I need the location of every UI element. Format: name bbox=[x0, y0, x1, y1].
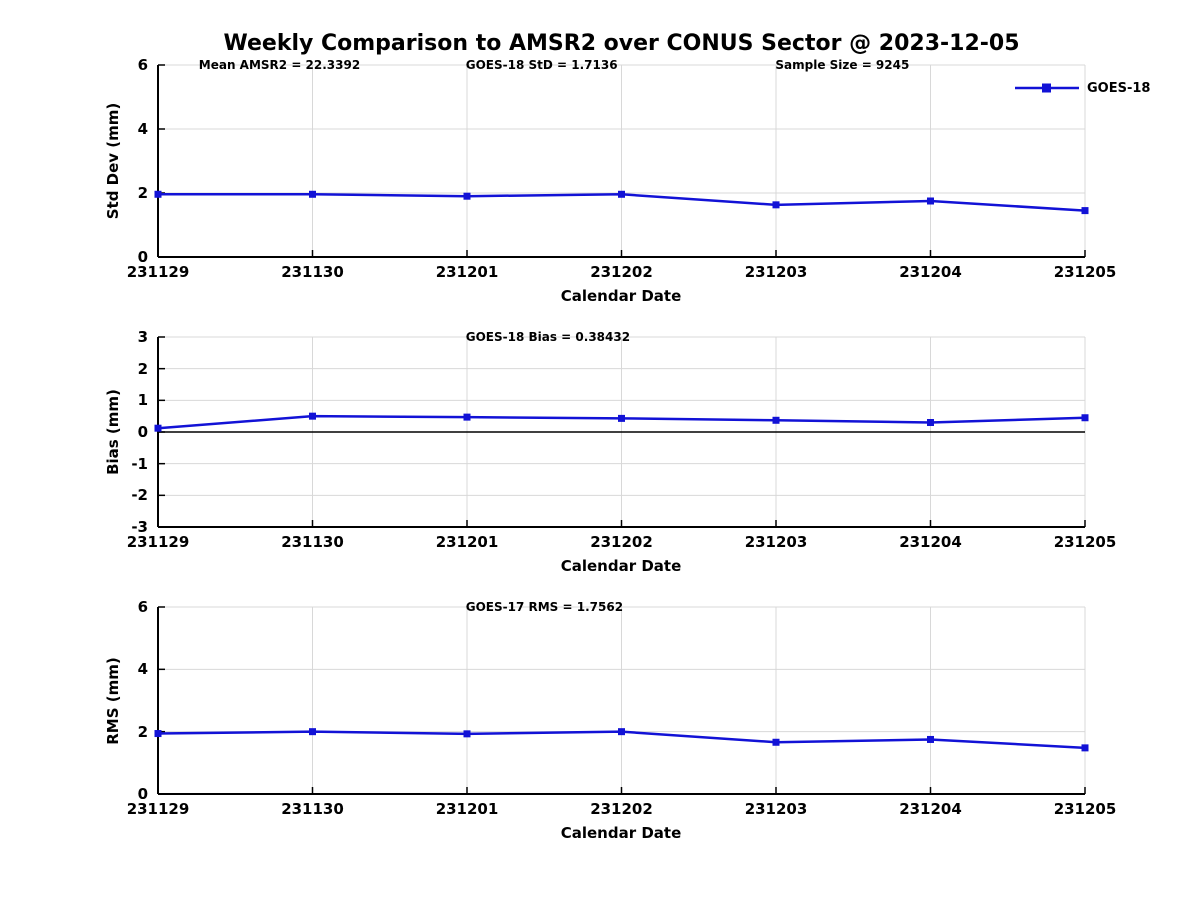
y-tick-label: -3 bbox=[131, 518, 148, 536]
data-marker bbox=[772, 201, 780, 209]
y-tick-label: 6 bbox=[137, 56, 148, 74]
y-tick-label: -1 bbox=[131, 454, 148, 473]
legend-marker bbox=[1042, 83, 1051, 93]
legend-label: GOES-18 bbox=[1087, 80, 1151, 96]
x-tick-label: 231203 bbox=[744, 800, 808, 818]
figure-title: Weekly Comparison to AMSR2 over CONUS Se… bbox=[223, 31, 1020, 56]
y-tick-label: 4 bbox=[137, 120, 148, 138]
y-tick-label: 0 bbox=[137, 248, 148, 266]
data-marker bbox=[309, 190, 316, 198]
x-tick-label: 231205 bbox=[1053, 263, 1117, 281]
data-marker bbox=[154, 424, 162, 432]
legend: GOES-18 bbox=[1015, 80, 1151, 96]
data-marker bbox=[309, 728, 316, 736]
data-marker bbox=[154, 190, 162, 198]
data-marker bbox=[1081, 744, 1089, 752]
data-marker bbox=[927, 735, 934, 743]
ylabel-rms: RMS (mm) bbox=[104, 657, 122, 745]
y-tick-label: 1 bbox=[137, 391, 148, 410]
y-tick-label: 2 bbox=[137, 359, 148, 378]
y-tick-label: 2 bbox=[137, 184, 148, 202]
data-marker bbox=[927, 419, 934, 426]
data-marker bbox=[309, 412, 316, 420]
y-tick-label: 2 bbox=[137, 722, 148, 741]
x-tick-label: 231201 bbox=[435, 533, 499, 551]
x-tick-label: 231203 bbox=[744, 533, 808, 551]
annotation-text: GOES-17 RMS = 1.7562 bbox=[465, 600, 624, 614]
x-tick-label: 231204 bbox=[899, 800, 962, 818]
x-tick-label: 231201 bbox=[435, 263, 499, 281]
x-tick-label: 231205 bbox=[1053, 800, 1117, 818]
y-tick-label: 0 bbox=[137, 423, 148, 441]
data-marker bbox=[463, 413, 471, 421]
x-tick-label: 231130 bbox=[281, 533, 344, 551]
data-marker bbox=[1081, 414, 1089, 422]
x-tick-label: 231204 bbox=[899, 533, 962, 551]
y-tick-label: 0 bbox=[137, 785, 148, 803]
x-tick-label: 231130 bbox=[281, 800, 344, 818]
data-marker bbox=[772, 416, 780, 424]
ylabel-std-dev: Std Dev (mm) bbox=[104, 102, 122, 220]
x-tick-label: 231130 bbox=[281, 263, 344, 281]
xlabel-calendar-date-bottom: Calendar Date bbox=[560, 824, 682, 842]
x-tick-label: 231204 bbox=[899, 263, 962, 281]
data-marker bbox=[927, 197, 934, 205]
y-tick-label: 3 bbox=[137, 328, 148, 346]
annotation-text: GOES-18 Bias = 0.38432 bbox=[465, 330, 631, 344]
xlabel-calendar-date-middle: Calendar Date bbox=[560, 557, 682, 575]
annotation-text: Sample Size = 9245 bbox=[775, 58, 910, 72]
legend-line-icon bbox=[1015, 83, 1079, 93]
data-marker bbox=[154, 730, 162, 738]
y-tick-label: 4 bbox=[137, 660, 148, 679]
x-tick-label: 231202 bbox=[590, 263, 653, 281]
annotation-text: Mean AMSR2 = 22.3392 bbox=[198, 58, 361, 72]
data-marker bbox=[618, 414, 625, 422]
data-marker bbox=[772, 738, 780, 746]
xlabel-calendar-date-top: Calendar Date bbox=[560, 287, 682, 305]
y-tick-label: -2 bbox=[131, 486, 148, 505]
x-tick-label: 231202 bbox=[590, 800, 653, 818]
data-marker bbox=[618, 190, 625, 198]
x-tick-label: 231129 bbox=[126, 800, 190, 818]
annotation-text: GOES-18 StD = 1.7136 bbox=[465, 58, 618, 72]
x-tick-label: 231203 bbox=[744, 263, 808, 281]
data-marker bbox=[463, 730, 471, 738]
data-marker bbox=[618, 728, 625, 736]
data-marker bbox=[1081, 207, 1089, 215]
x-tick-label: 231129 bbox=[126, 263, 190, 281]
y-tick-label: 6 bbox=[137, 598, 148, 616]
data-marker bbox=[463, 192, 471, 200]
x-tick-label: 231201 bbox=[435, 800, 499, 818]
x-tick-label: 231129 bbox=[126, 533, 190, 551]
x-tick-label: 231202 bbox=[590, 533, 653, 551]
x-tick-label: 231205 bbox=[1053, 533, 1117, 551]
